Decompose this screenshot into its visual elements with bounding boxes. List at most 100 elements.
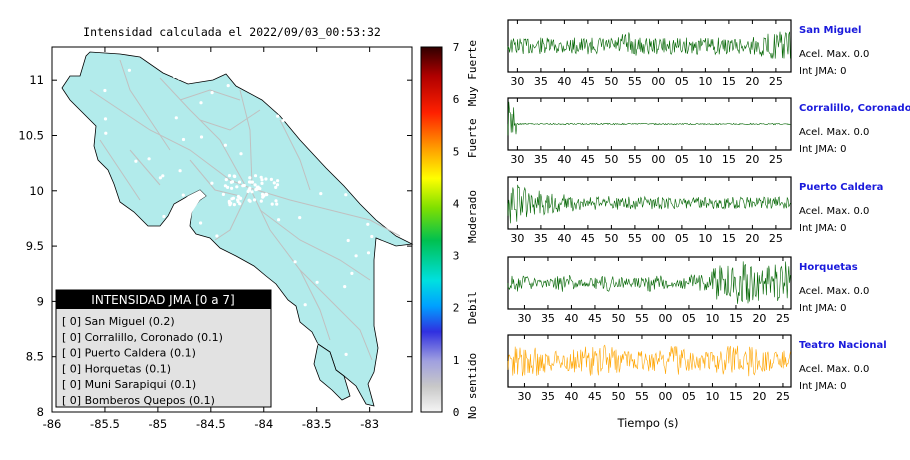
road: [159, 77, 246, 186]
colorbar-level-label: Muy Fuerte: [466, 40, 479, 106]
time-tick-label: 00: [658, 390, 672, 403]
colorbar-level-label: No sentido: [466, 353, 479, 419]
station-dot: [226, 84, 230, 88]
time-tick-label: 40: [564, 312, 578, 325]
waveform-panel: 30 35 40 45 50 55 00 05 10 15 20 25 Teatro Nacional A…: [507, 334, 887, 403]
station-dot: [274, 185, 278, 189]
map-frame: [51, 46, 413, 413]
time-tick-label: 30: [517, 312, 531, 325]
station-name: San Miguel: [799, 25, 861, 36]
time-tick-label: 05: [682, 390, 696, 403]
station-dot: [118, 281, 122, 285]
station-dot: [103, 88, 107, 93]
station-dot: [276, 179, 280, 183]
time-tick-label: 35: [534, 153, 548, 166]
time-tick-label: 50: [604, 232, 618, 245]
time-tick-label: 10: [705, 390, 719, 403]
station-dot: [174, 116, 178, 120]
station-dot: [147, 157, 151, 161]
time-tick-label: 20: [745, 153, 759, 166]
station-jma: Int JMA: 0: [799, 144, 847, 155]
station-dot: [158, 176, 162, 180]
colorbar-level-label: Moderado: [466, 190, 479, 243]
station-dot: [319, 192, 323, 196]
station-dot: [230, 186, 234, 190]
legend-item: [ 0] Corralillo, Coronado (0.1): [62, 331, 223, 344]
station-dot: [344, 352, 348, 356]
station-dot: [104, 131, 108, 135]
time-tick-label: 05: [675, 153, 689, 166]
map-x-tick-label: -83.5: [302, 417, 332, 431]
station-dot: [210, 91, 214, 95]
time-tick-label: 20: [752, 312, 766, 325]
map-y-tick-label: 9: [37, 294, 44, 308]
road: [189, 159, 241, 197]
station-dot: [348, 99, 352, 104]
station-accel: Acel. Max. 0.0: [799, 286, 869, 297]
station-dot: [248, 176, 252, 180]
station-dot: [87, 248, 91, 252]
station-dot: [236, 194, 240, 199]
time-tick-label: 00: [651, 232, 665, 245]
station-name: Corralillo, Coronado: [799, 103, 910, 114]
time-tick-label: 25: [769, 232, 783, 245]
time-tick-label: 45: [581, 232, 595, 245]
time-tick-label: 25: [769, 153, 783, 166]
colorbar-level-label: Debil: [466, 291, 479, 324]
road: [239, 89, 253, 186]
time-tick-label: 35: [534, 232, 548, 245]
station-dot: [195, 78, 199, 82]
road: [259, 209, 371, 281]
station-name: Horquetas: [799, 262, 858, 273]
station-jma: Int JMA: 0: [799, 303, 847, 314]
colorbar-tick-label: 6: [453, 93, 460, 106]
waveform-trace: [507, 101, 791, 136]
map-x-tick-label: -86: [43, 417, 62, 431]
map-x-tick-label: -85: [148, 417, 167, 431]
station-dot: [232, 174, 236, 178]
time-tick-label: 40: [557, 232, 571, 245]
time-tick-label: 30: [510, 232, 524, 245]
station-dot: [346, 238, 350, 243]
waveform-panel: 30 35 40 45 50 55 00 05 10 15 20 25 Horquetas Acel. M…: [507, 256, 869, 325]
time-tick-label: 10: [698, 153, 712, 166]
station-dot: [269, 177, 273, 181]
waveform-panel: 30 35 40 45 50 55 00 05 10 15 20 25 San Miguel Acel. …: [507, 19, 869, 88]
station-dot: [235, 185, 239, 189]
colorbar-tick-label: 7: [453, 41, 460, 54]
road: [179, 89, 241, 101]
station-dot: [89, 185, 93, 189]
road: [129, 149, 161, 186]
time-tick-label: 05: [675, 75, 689, 88]
time-tick-label: 40: [564, 390, 578, 403]
colorbar-tick-label: 0: [453, 406, 460, 419]
station-dot: [221, 192, 225, 196]
station-jma: Int JMA: 0: [799, 66, 847, 77]
station-dot: [227, 174, 232, 178]
waveform-panels: 30 35 40 45 50 55 00 05 10 15 20 25 San Miguel Acel. …: [507, 19, 910, 403]
legend-item: [ 0] Bomberos Quepos (0.1): [62, 394, 215, 407]
station-dot: [161, 244, 165, 248]
time-tick-label: 10: [705, 312, 719, 325]
time-tick-label: 40: [557, 153, 571, 166]
time-tick-label: 35: [541, 312, 555, 325]
time-tick-label: 20: [745, 75, 759, 88]
station-dot: [333, 77, 337, 81]
station-dot: [241, 184, 245, 188]
road: [99, 139, 141, 201]
map-y-tick-label: 9.5: [26, 239, 44, 253]
map-y-tick-label: 8.5: [26, 350, 44, 364]
legend-item: [ 0] Horquetas (0.1): [62, 362, 171, 375]
time-tick-label: 45: [581, 153, 595, 166]
time-tick-label: 50: [604, 153, 618, 166]
road-network: [89, 59, 401, 361]
station-dot: [314, 342, 318, 346]
station-dot: [252, 198, 257, 202]
waveform-trace: [507, 184, 791, 224]
station-dot: [366, 222, 370, 226]
station-dot: [253, 174, 258, 178]
station-dot: [227, 279, 231, 283]
road: [214, 187, 251, 241]
time-tick-label: 55: [628, 153, 642, 166]
intensity-colorbar: 0 1 2 3 4 5 6 7 No sentido Debil Moderado Fuerte Mu…: [420, 40, 479, 419]
